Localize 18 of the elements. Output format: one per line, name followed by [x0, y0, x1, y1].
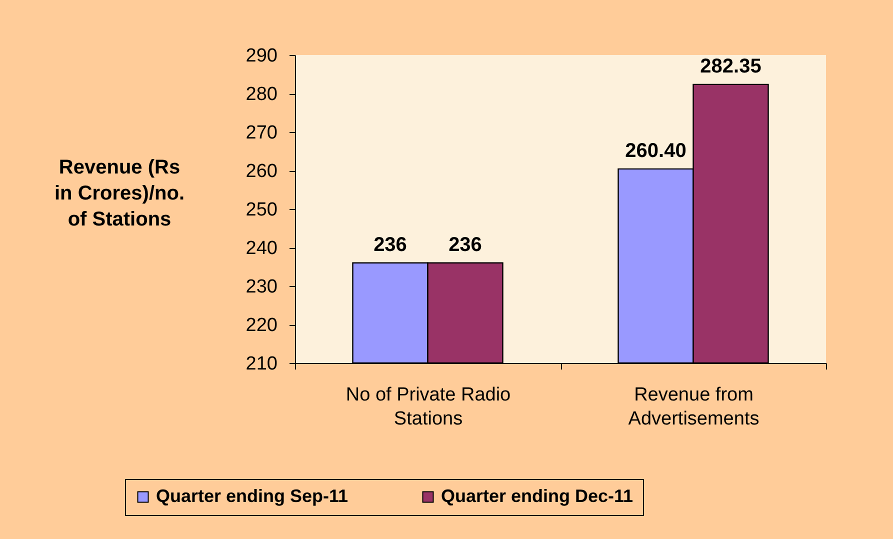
legend-label: Quarter ending Sep-11 [156, 486, 348, 506]
y-tick-label: 210 [246, 354, 278, 374]
data-label: 236 [374, 234, 407, 256]
y-tick-label: 270 [246, 122, 278, 144]
y-axis-title: Revenue (Rs in Crores)/no. of Stations [54, 156, 185, 230]
x-tick-label: No of Private Radio Stations [346, 384, 511, 430]
y-tick-label: 250 [246, 200, 278, 220]
y-tick-label: 290 [246, 46, 278, 66]
y-tick-label: 230 [246, 276, 278, 298]
legend-label: Quarter ending Dec-11 [441, 486, 634, 506]
y-tick-label: 280 [246, 84, 278, 105]
x-tick-label: Revenue from Advertisements [628, 384, 760, 430]
y-tick-label: 260 [246, 161, 278, 182]
data-label: 236 [448, 234, 482, 256]
data-label: 282.35 [700, 55, 762, 78]
y-tick-label: 240 [246, 238, 278, 259]
y-tick-label: 220 [246, 315, 278, 336]
data-label: 260.40 [625, 140, 686, 162]
